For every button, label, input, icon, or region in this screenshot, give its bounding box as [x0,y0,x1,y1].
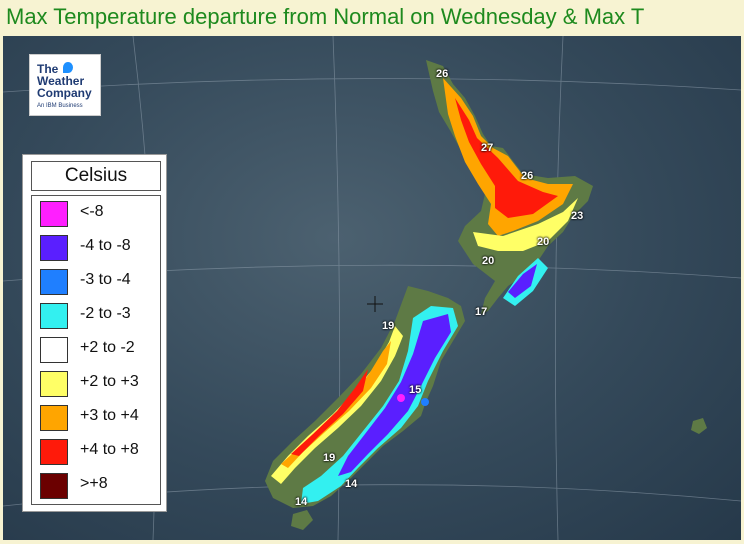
legend-swatch [40,337,68,363]
legend: Celsius <-8 -4 to -8 -3 to -4 -2 to -3 +2 to… [22,154,167,512]
chatham-islands [691,418,707,434]
north-island [426,60,593,314]
legend-label: +3 to +4 [80,407,139,424]
temp-label-nelson: 19 [382,320,395,332]
legend-label: +2 to -2 [80,339,135,356]
temp-label-waikato: 26 [521,170,534,182]
legend-label: -4 to -8 [80,237,131,254]
temp-label-wellington: 17 [475,306,488,318]
legend-item: -4 to -8 [32,230,160,264]
weather-company-logo: The Weather Company An IBM Business [29,54,101,116]
temp-label-westland: 19 [323,452,336,464]
legend-title: Celsius [31,161,161,191]
legend-swatch [40,371,68,397]
legend-label: -2 to -3 [80,305,131,322]
legend-item: >+8 [32,468,160,502]
map-panel: The Weather Company An IBM Business Cels… [3,36,741,540]
legend-item: +3 to +4 [32,400,160,434]
legend-item: +2 to +3 [32,366,160,400]
map-title: Max Temperature departure from Normal on… [6,4,645,29]
temp-label-taranaki: 20 [482,255,495,267]
south-island [265,286,465,508]
legend-label: +2 to +3 [80,373,139,390]
legend-item: -3 to -4 [32,264,160,298]
legend-swatch [40,201,68,227]
legend-swatch [40,473,68,499]
legend-swatch [40,235,68,261]
temp-label-auckland: 27 [481,142,494,154]
legend-item: +2 to -2 [32,332,160,366]
raindrop-icon [63,62,73,73]
stewart-island [291,510,313,530]
legend-swatch [40,269,68,295]
legend-item: <-8 [32,196,160,230]
legend-label: +4 to +8 [80,441,139,458]
temp-label-dunedin: 14 [345,478,358,490]
map-canvas [3,36,741,540]
temp-label-hawkes-bay: 20 [537,236,550,248]
legend-swatch [40,303,68,329]
legend-label: <-8 [80,203,104,220]
temp-label-christchurch: 15 [409,384,422,396]
temp-label-invercargill: 14 [295,496,308,508]
legend-label: -3 to -4 [80,271,131,288]
legend-item: +4 to +8 [32,434,160,468]
legend-item: -2 to -3 [32,298,160,332]
header-bar: Max Temperature departure from Normal on… [0,0,744,36]
legend-label: >+8 [80,475,108,492]
legend-swatch [40,439,68,465]
legend-swatch [40,405,68,431]
crosshair-marker [367,296,383,312]
temp-label-northland: 26 [436,68,449,80]
temp-label-gisborne: 23 [571,210,584,222]
legend-items: <-8 -4 to -8 -3 to -4 -2 to -3 +2 to -2 +2 to… [31,195,161,505]
